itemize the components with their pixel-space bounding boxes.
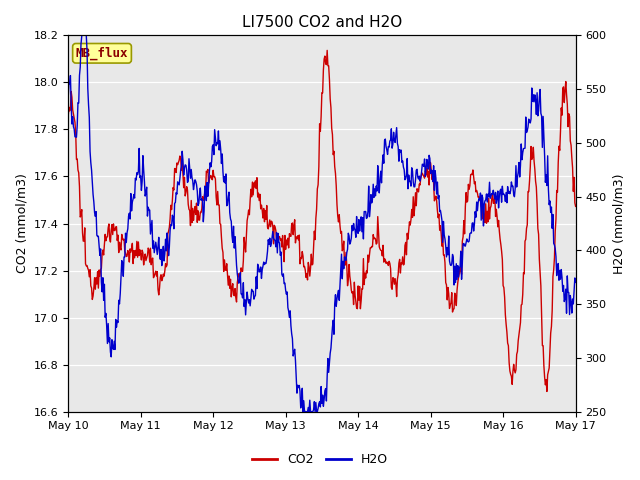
Title: LI7500 CO2 and H2O: LI7500 CO2 and H2O (242, 15, 402, 30)
Text: MB_flux: MB_flux (76, 47, 128, 60)
Y-axis label: H2O (mmol/m3): H2O (mmol/m3) (612, 173, 625, 274)
Line: H2O: H2O (68, 30, 575, 412)
Y-axis label: CO2 (mmol/m3): CO2 (mmol/m3) (15, 174, 28, 274)
Line: CO2: CO2 (68, 50, 575, 392)
Legend: CO2, H2O: CO2, H2O (247, 448, 393, 471)
